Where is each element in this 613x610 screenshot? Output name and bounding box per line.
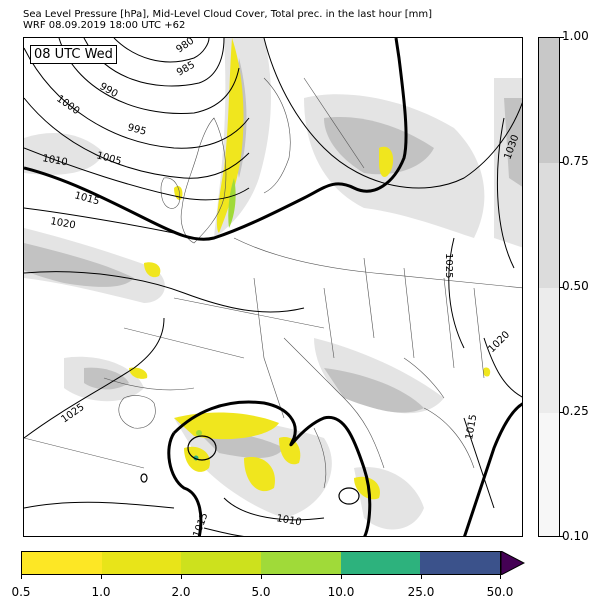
isobar-label-1005: 1005 [95,150,122,167]
isobar-label-1010: 1010 [41,153,68,168]
isobar-label-1015-south: 1015 [191,511,210,537]
isobar-label-1020: 1020 [49,216,76,231]
forecast-time-label: 08 UTC Wed [30,45,117,64]
isobar-label-1015: 1015 [73,190,100,207]
precip-tick-label: 10.0 [327,585,355,599]
isobar-label-1000: 1000 [54,93,81,117]
precip-tick-label: 50.0 [486,585,514,599]
precip-tick-mark [21,575,22,579]
isobar-1015-bold-layer [24,38,522,536]
cloud-tick-label: 0.75 [562,154,589,168]
isobar-label-1010-south: 1010 [275,513,302,528]
precip-tick-mark [341,575,342,579]
cloud-tick-label: 0.50 [562,279,589,293]
cloud-tick-label: 0.10 [562,529,589,543]
chart-title-line1: Sea Level Pressure [hPa], Mid-Level Clou… [23,9,433,20]
cloud-tick-label: 0.25 [562,404,589,418]
cloud-tick-mark [560,162,564,163]
precip-tick-label: 5.0 [251,585,271,599]
precip-tick-mark [261,575,262,579]
isobar-label-980: 980 [174,38,196,55]
isobars-layer [24,38,522,536]
country-borders-layer [24,77,522,489]
cloud-cover-colorbar [538,37,560,537]
precipitation-colorbar [21,551,501,575]
precip-tick-mark [101,575,102,579]
precip-extend-arrow-icon [501,551,525,575]
cloud-bar-seg-3 [539,288,559,413]
isobar-labels-layer: 980 985 990 995 1000 1005 1010 1015 1020… [41,38,521,537]
small-lows-layer [140,435,360,505]
precip-bar-seg-3 [181,552,262,574]
cloud-tick-mark [560,412,564,413]
precip-tick-label: 0.5 [11,585,31,599]
precip-bar-seg-5 [340,552,421,574]
cloud-bar-seg-1 [539,38,559,163]
cloud-tick-mark [560,37,564,38]
isobar-label-995: 995 [126,122,147,138]
isobar-label-985: 985 [175,60,197,79]
isobar-label-1025-east: 1025 [443,253,454,278]
precip-bar-seg-6 [420,552,501,574]
cloud-tick-label: 1.00 [562,29,589,43]
precip-tick-mark [500,575,501,579]
precip-tick-label: 25.0 [407,585,435,599]
cloud-tick-mark [560,287,564,288]
cloud-bar-seg-4 [539,413,559,536]
cloud-tick-mark [560,536,564,537]
precip-bar-seg-4 [261,552,341,574]
map-canvas: 980 985 990 995 1000 1005 1010 1015 1020… [24,38,522,537]
cloud-bar-seg-2 [539,163,559,288]
map-panel[interactable]: 980 985 990 995 1000 1005 1010 1015 1020… [23,37,523,537]
precip-bar-seg-2 [101,552,182,574]
precip-tick-mark [421,575,422,579]
isobar-label-1020-east: 1020 [486,329,512,355]
isobar-label-990: 990 [98,81,120,100]
precip-tick-label: 1.0 [91,585,111,599]
precip-tick-label: 2.0 [171,585,191,599]
isobar-label-1015-east: 1015 [464,414,479,441]
precip-bar-seg-1 [22,552,102,574]
chart-title-line2: WRF 08.09.2019 18:00 UTC +62 [23,20,186,31]
precip-tick-mark [181,575,182,579]
